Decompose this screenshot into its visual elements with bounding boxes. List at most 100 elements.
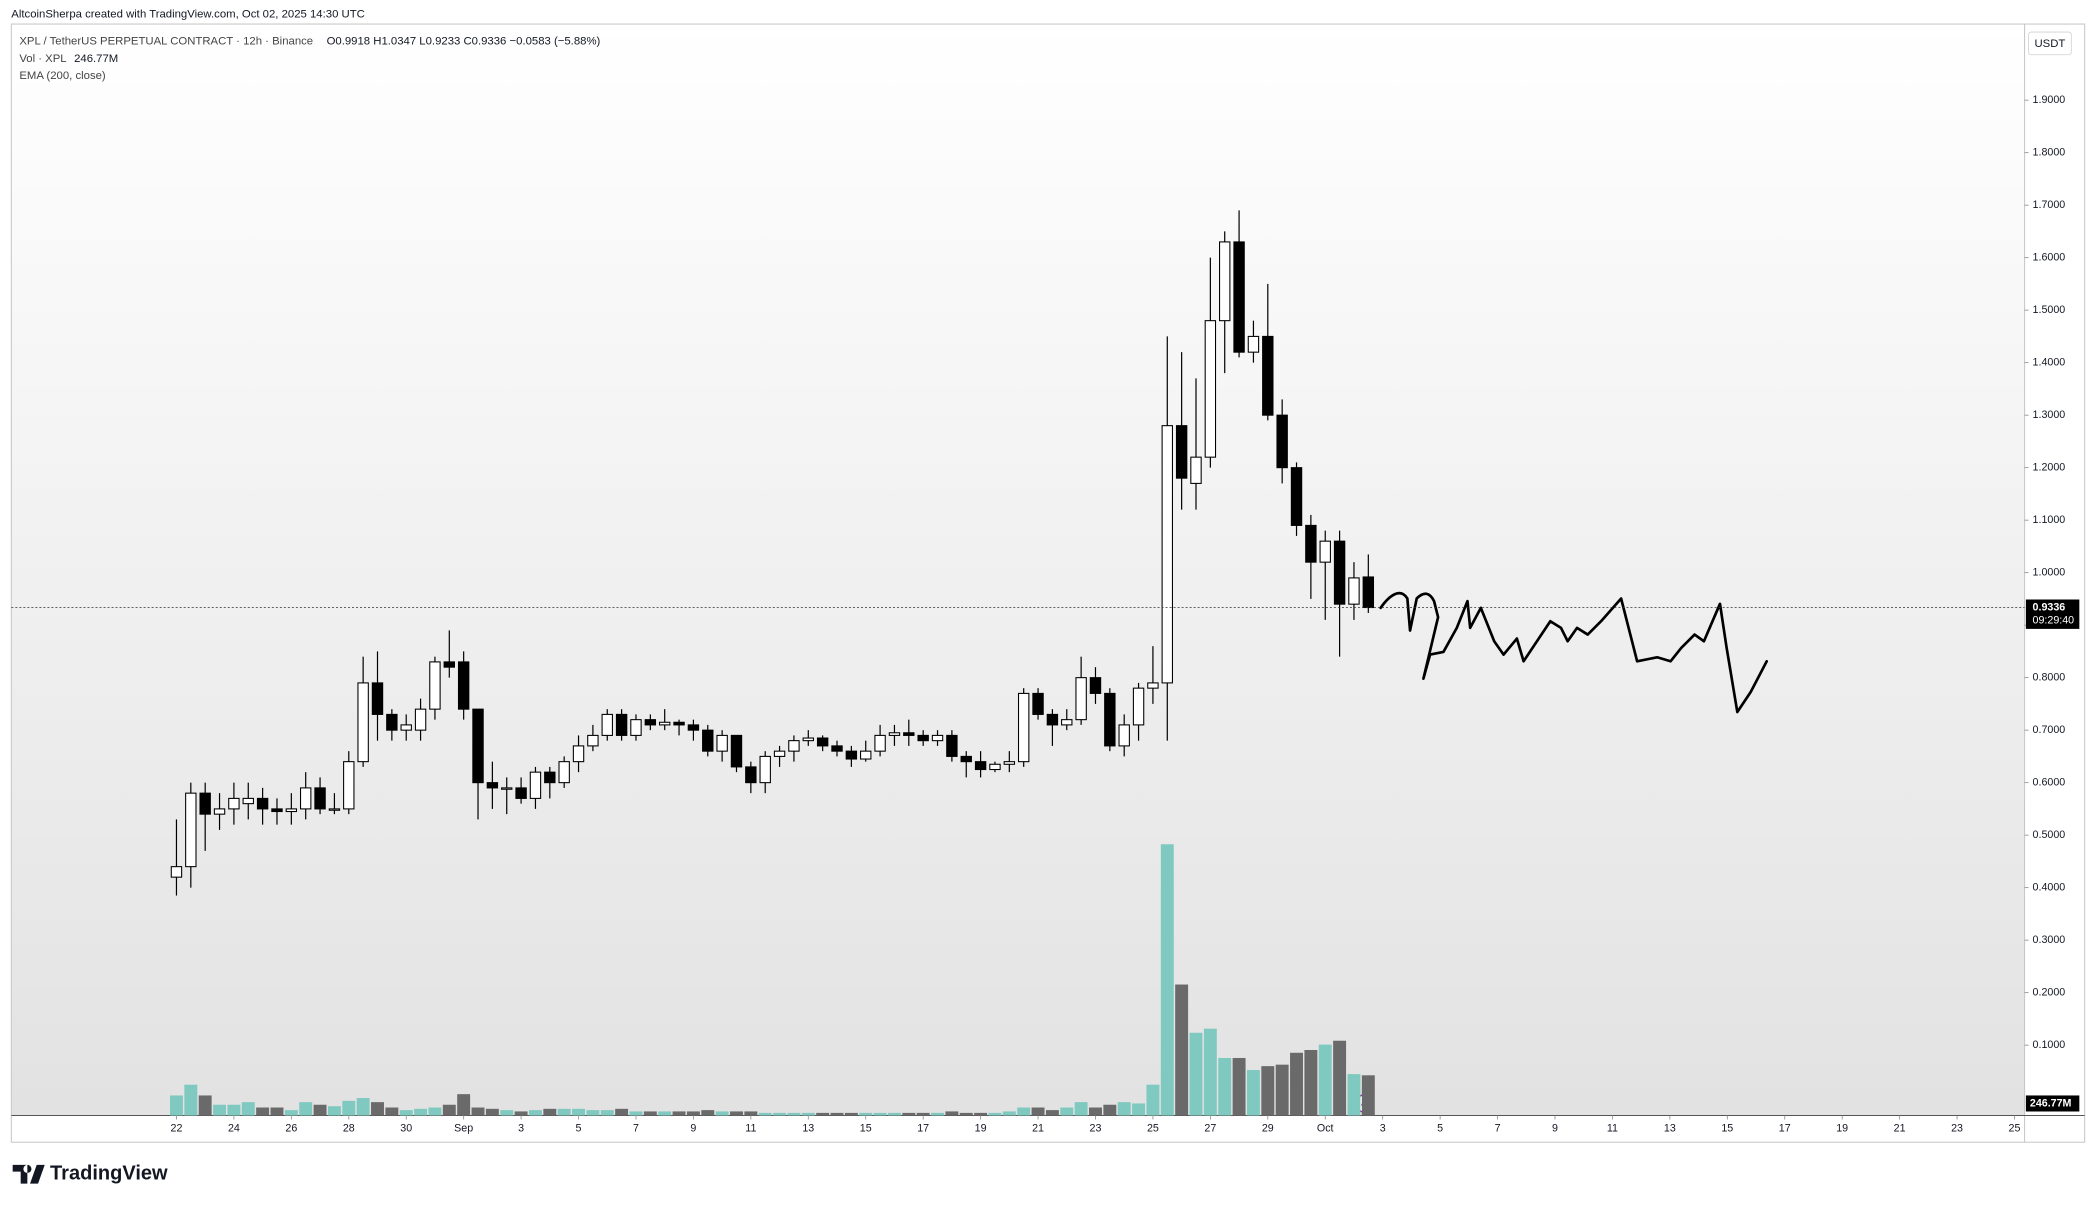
- volume-bar: [686, 1111, 700, 1116]
- candle-body: [946, 734, 958, 757]
- volume-bar: [600, 1110, 614, 1116]
- x-tick-label: 29: [1262, 1123, 1274, 1135]
- candle-body: [702, 729, 714, 752]
- y-tick-label: 0.3000: [2033, 934, 2066, 946]
- candle-body: [1233, 241, 1245, 353]
- candle-body: [242, 797, 254, 805]
- candle-body: [1089, 677, 1102, 694]
- candle-body: [874, 734, 886, 752]
- volume-bar: [1031, 1107, 1045, 1116]
- volume-bar: [629, 1111, 643, 1116]
- candle-body: [1147, 682, 1159, 689]
- candle-body: [1305, 524, 1317, 563]
- volume-bar: [1117, 1102, 1131, 1116]
- volume-bar: [1189, 1032, 1203, 1116]
- volume-bar: [1089, 1107, 1102, 1116]
- volume-bar: [1002, 1111, 1016, 1116]
- candle-body: [486, 782, 499, 789]
- volume-bar: [342, 1100, 356, 1116]
- candle-body: [658, 721, 671, 726]
- volume-bar: [643, 1111, 657, 1116]
- candle-body: [644, 719, 657, 726]
- x-tick-label: 24: [228, 1123, 240, 1135]
- volume-legend-value: 246.77M: [74, 53, 118, 65]
- volume-bar: [1160, 844, 1174, 1116]
- x-tick-label: 27: [1204, 1123, 1216, 1135]
- candle-body: [328, 808, 341, 811]
- candle-body: [1061, 719, 1073, 726]
- volume-bar: [830, 1112, 844, 1116]
- candle-body: [745, 766, 757, 784]
- volume-bar: [327, 1106, 341, 1116]
- candle-body: [888, 732, 901, 736]
- candle-body: [630, 719, 642, 736]
- currency-box[interactable]: [2028, 31, 2072, 56]
- volume-bar: [299, 1102, 313, 1116]
- volume-bar: [1246, 1070, 1260, 1116]
- y-tick-label: 1.9000: [2033, 94, 2066, 106]
- candle-body: [788, 740, 800, 752]
- volume-bar: [471, 1107, 485, 1116]
- x-tick-label: 23: [1951, 1123, 1963, 1135]
- volume-bar: [284, 1110, 298, 1116]
- volume-bar: [313, 1104, 327, 1116]
- x-tick-label: 13: [1664, 1123, 1676, 1135]
- candle-body: [1118, 724, 1130, 747]
- volume-bar: [442, 1104, 456, 1116]
- x-tick-label: 30: [400, 1123, 412, 1135]
- volume-bars: [170, 844, 1375, 1116]
- volume-bar: [1175, 984, 1189, 1116]
- volume-label-box: [2025, 1095, 2080, 1112]
- currency[interactable]: USDT: [2034, 38, 2065, 50]
- volume-bar: [974, 1112, 988, 1116]
- candle-body: [343, 761, 355, 810]
- x-tick-label: Sep: [454, 1123, 473, 1135]
- volume-bar: [816, 1112, 830, 1116]
- brand-logo: [12, 1164, 45, 1184]
- y-tick-label: 1.6000: [2033, 251, 2066, 263]
- volume-bar: [1017, 1107, 1031, 1116]
- y-tick-label: 1.7000: [2033, 199, 2066, 211]
- volume-bar: [902, 1112, 916, 1116]
- volume-bar: [959, 1112, 973, 1116]
- candle-body: [960, 755, 972, 763]
- volume-bar: [1333, 1040, 1347, 1116]
- candle-body: [1219, 241, 1231, 322]
- volume-bar: [1218, 1057, 1232, 1116]
- volume-bar: [1203, 1028, 1217, 1116]
- candle-body: [1319, 540, 1331, 563]
- volume-bar: [1232, 1057, 1246, 1116]
- y-tick-label: 0.6000: [2033, 776, 2066, 788]
- candle-body: [457, 661, 470, 710]
- candle-body: [1017, 692, 1030, 763]
- x-tick-label: 25: [1147, 1123, 1159, 1135]
- volume-bar: [1290, 1052, 1303, 1116]
- volume-bar: [931, 1112, 944, 1116]
- x-tick-label: 17: [1779, 1123, 1791, 1135]
- volume-bar: [1318, 1044, 1332, 1116]
- volume-bar: [1304, 1050, 1318, 1116]
- volume-bar: [485, 1108, 499, 1116]
- volume-bar: [572, 1108, 585, 1116]
- x-tick-label: 28: [343, 1123, 355, 1135]
- candle-body: [1290, 467, 1303, 526]
- volume-bar: [658, 1111, 672, 1116]
- x-tick-label: 5: [1437, 1123, 1443, 1135]
- plot-background: [11, 24, 2025, 1116]
- indicator-legend: EMA (200, close): [19, 70, 106, 82]
- volume-bar: [500, 1110, 514, 1116]
- volume-bar: [399, 1110, 413, 1116]
- candle-body: [1032, 692, 1044, 715]
- candle-body: [472, 708, 484, 784]
- volume-bar: [1103, 1104, 1117, 1116]
- volume-bar: [385, 1107, 399, 1116]
- candle-body: [903, 732, 915, 736]
- candle-body: [687, 724, 700, 731]
- candle-body: [1204, 320, 1217, 458]
- volume-bar: [586, 1110, 600, 1116]
- candle-body: [529, 771, 542, 799]
- volume-bar: [615, 1108, 629, 1116]
- candle-body: [1132, 687, 1145, 726]
- volume-bar: [227, 1104, 241, 1116]
- x-tick-label: 13: [802, 1123, 814, 1135]
